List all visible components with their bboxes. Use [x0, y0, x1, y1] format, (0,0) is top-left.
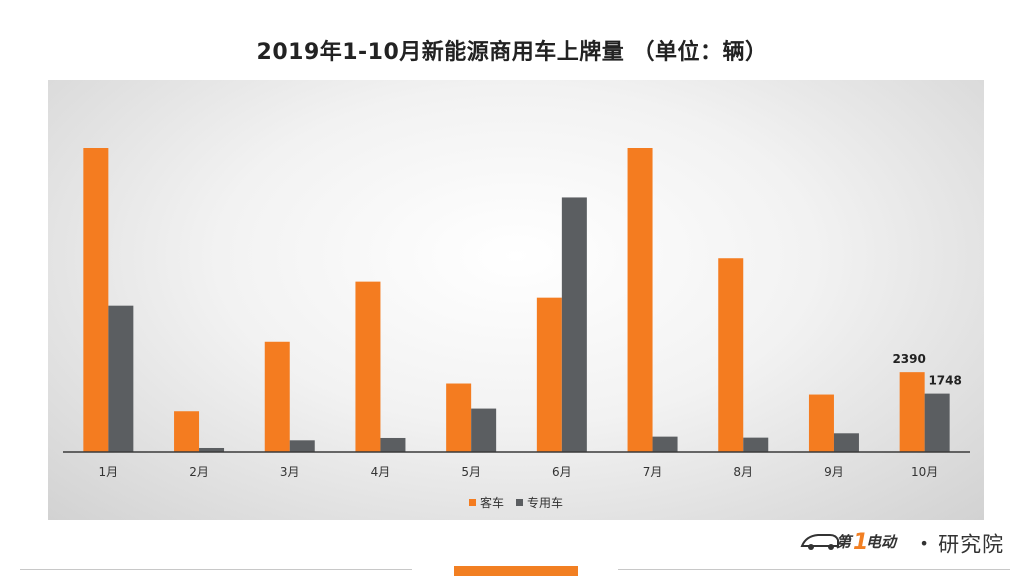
- bar-special-5: [471, 408, 497, 452]
- bar-special-6: [561, 197, 587, 452]
- bar-special-9: [833, 433, 859, 452]
- legend-label: 专用车: [527, 496, 564, 510]
- footer-accent-bar: [454, 566, 578, 576]
- bar-passenger-4: [355, 281, 381, 452]
- svg-text:1: 1: [853, 530, 868, 554]
- legend-label: 客车: [479, 496, 504, 510]
- legend-swatch: [468, 499, 476, 506]
- bar-passenger-2: [174, 411, 200, 452]
- chart-legend: 客车 专用车: [48, 494, 984, 511]
- x-tick-label: 5月: [461, 465, 481, 479]
- legend-swatch: [516, 499, 523, 506]
- x-tick-label: 6月: [552, 465, 572, 479]
- bar-special-8: [743, 437, 769, 452]
- svg-text:第: 第: [836, 533, 854, 551]
- bar-passenger-9: [808, 394, 834, 452]
- x-tick-label: 7月: [643, 465, 663, 479]
- svg-text:电动: 电动: [866, 533, 898, 551]
- bar-special-3: [289, 440, 315, 452]
- x-tick-label: 3月: [280, 465, 300, 479]
- bar-special-4: [380, 437, 406, 452]
- brand-logo-icon: 第 1 电动: [800, 528, 910, 559]
- x-tick-label: 8月: [733, 465, 753, 479]
- data-label-passenger: 2390: [892, 352, 925, 366]
- brand-separator: •: [919, 534, 929, 553]
- chart-panel: 1月 2月 3月 4月 5月 6月 7月 8月 9月 10月 2390 1748 客车 专用车: [48, 80, 984, 520]
- data-label-special: 1748: [928, 374, 961, 388]
- bar-special-7: [652, 436, 678, 452]
- bar-passenger-3: [264, 341, 290, 452]
- bar-special-1: [108, 305, 134, 452]
- bar-passenger-6: [536, 297, 562, 452]
- legend-item-passenger: 客车: [468, 494, 504, 511]
- x-tick-label: 1月: [99, 465, 119, 479]
- bar-special-2: [199, 447, 225, 452]
- x-tick-label: 4月: [371, 465, 391, 479]
- legend-item-special: 专用车: [516, 494, 563, 511]
- bar-passenger-1: [83, 148, 109, 452]
- brand-suffix: 研究院: [938, 532, 1005, 557]
- x-tick-label: 2月: [189, 465, 209, 479]
- bar-passenger-7: [627, 148, 653, 452]
- bar-passenger-8: [718, 258, 744, 452]
- footer-divider-right: [618, 569, 1010, 570]
- chart-title: 2019年1-10月新能源商用车上牌量 （单位：辆）: [256, 40, 768, 65]
- bar-special-10: [924, 393, 950, 452]
- footer-divider-left: [20, 569, 412, 570]
- brand-mark: 第 1 电动 • 研究院: [800, 528, 1010, 560]
- x-tick-label: 9月: [824, 465, 844, 479]
- bar-passenger-5: [446, 383, 472, 452]
- bar-passenger-10: [899, 372, 925, 452]
- x-tick-label: 10月: [911, 465, 938, 479]
